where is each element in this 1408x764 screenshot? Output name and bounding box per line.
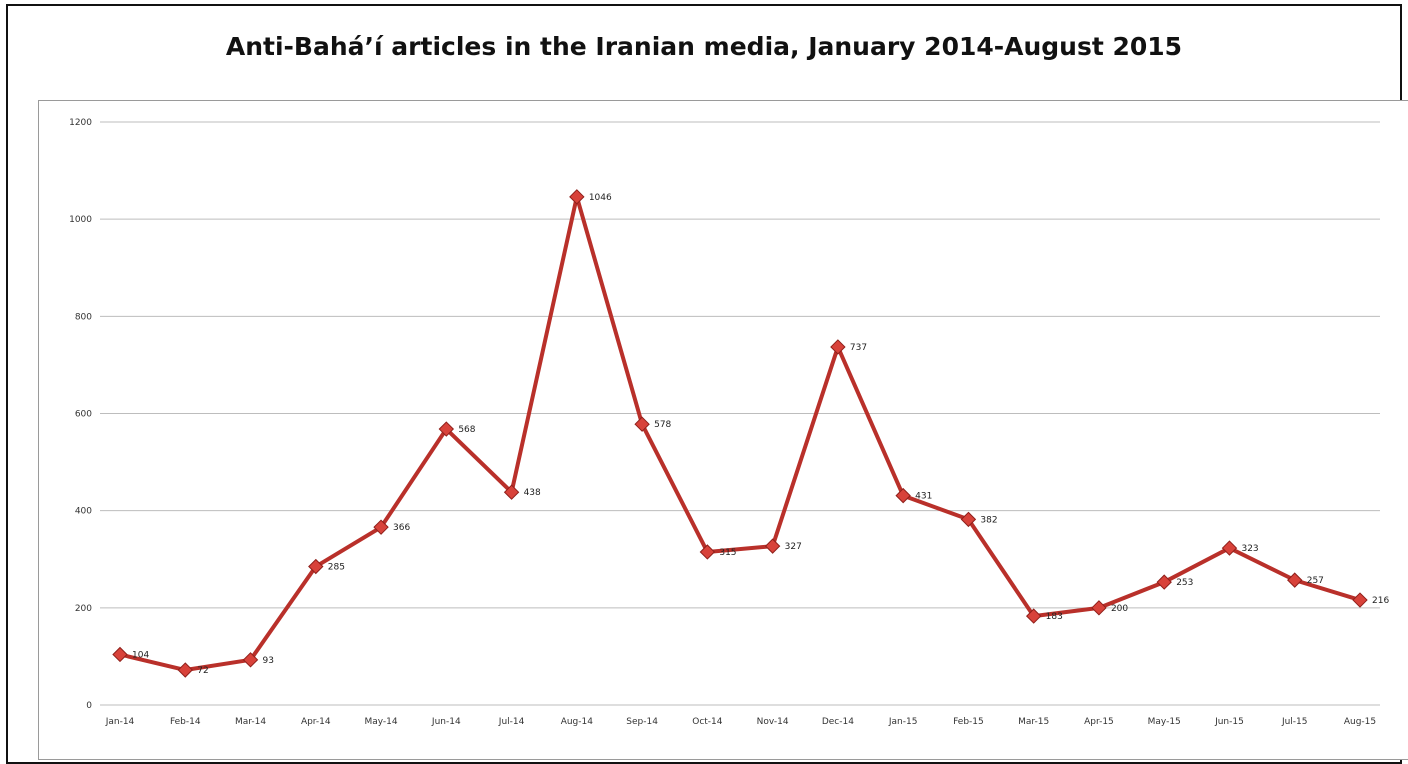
data-label: 216 — [1372, 596, 1389, 606]
x-tick-label: Oct-14 — [692, 717, 723, 727]
data-point-marker — [438, 421, 455, 437]
data-label: 257 — [1307, 576, 1324, 586]
data-label: 568 — [458, 425, 475, 435]
data-label: 382 — [980, 515, 997, 525]
data-point-marker — [242, 652, 259, 668]
data-label: 323 — [1241, 544, 1258, 554]
x-tick-label: May-15 — [1148, 717, 1181, 727]
figure-frame: Anti-Bahá’í articles in the Iranian medi… — [6, 4, 1408, 764]
x-tick-label: Mar-14 — [235, 717, 266, 727]
data-label: 327 — [785, 542, 802, 552]
x-tick-label: Jun-14 — [431, 717, 461, 727]
data-point-marker — [1025, 608, 1042, 624]
x-tick-label: Apr-14 — [301, 717, 331, 727]
x-axis-ticks: Jan-14 Feb-14 Mar-14 Apr-14 May-14 Jun-14 Jul-… — [105, 717, 1376, 727]
data-label: 366 — [393, 523, 410, 533]
data-point-marker — [373, 519, 389, 535]
data-label: 578 — [654, 420, 671, 430]
data-label: 183 — [1046, 612, 1063, 622]
x-tick-label: Aug-14 — [561, 717, 594, 727]
data-point-marker — [1221, 540, 1238, 556]
data-point-marker — [569, 189, 585, 205]
chart-title: Anti-Bahá’í articles in the Iranian medi… — [225, 32, 1183, 61]
data-point-marker — [1287, 572, 1303, 588]
data-point-marker — [1091, 600, 1107, 616]
x-tick-label: Jul-14 — [498, 717, 525, 727]
data-point-marker — [177, 662, 193, 678]
data-label: 737 — [850, 343, 867, 353]
x-tick-label: Jan-14 — [105, 717, 135, 727]
series-group — [112, 189, 1368, 678]
x-tick-label: Sep-14 — [626, 717, 658, 727]
x-tick-label: Feb-14 — [170, 717, 201, 727]
data-label: 1046 — [589, 193, 612, 203]
data-label: 438 — [524, 488, 541, 498]
data-point-marker — [1352, 592, 1368, 608]
x-tick-label: Jun-15 — [1214, 717, 1244, 727]
x-tick-label: Nov-14 — [757, 717, 789, 727]
y-tick-label: 400 — [75, 507, 92, 517]
y-tick-label: 1000 — [69, 215, 92, 225]
data-label: 285 — [328, 563, 345, 573]
x-tick-label: Aug-15 — [1344, 717, 1376, 727]
x-tick-label: May-14 — [364, 717, 397, 727]
data-point-marker — [830, 339, 846, 355]
data-label: 93 — [263, 656, 274, 666]
series-line — [118, 194, 1362, 673]
data-labels: 104 72 93 285 366 568 438 1046 578 315 327 737 431 38… — [132, 193, 1389, 676]
data-point-marker — [308, 558, 324, 575]
data-point-marker — [112, 646, 128, 663]
data-label: 72 — [197, 666, 208, 676]
data-label: 431 — [915, 492, 932, 502]
y-tick-label: 200 — [75, 604, 92, 614]
data-point-marker — [699, 544, 716, 560]
data-point-marker — [1156, 574, 1172, 590]
y-tick-label: 600 — [75, 410, 92, 420]
data-point-marker — [503, 484, 520, 500]
data-point-marker — [634, 416, 650, 432]
x-tick-label: Jan-15 — [888, 717, 918, 727]
x-tick-label: Mar-15 — [1018, 717, 1049, 727]
y-tick-label: 1200 — [69, 118, 92, 128]
x-tick-label: Jul-15 — [1281, 717, 1308, 727]
gridlines — [100, 121, 1380, 706]
data-label: 253 — [1176, 578, 1193, 588]
y-tick-label: 800 — [75, 312, 92, 322]
x-tick-label: Apr-15 — [1084, 717, 1114, 727]
data-point-marker — [960, 511, 977, 528]
x-tick-label: Feb-15 — [953, 717, 984, 727]
data-label: 200 — [1111, 604, 1128, 614]
data-point-marker — [895, 487, 911, 504]
data-point-marker — [764, 538, 781, 554]
y-tick-label: 0 — [86, 701, 92, 711]
data-label: 104 — [132, 650, 149, 660]
plot-area — [38, 100, 1408, 760]
x-tick-label: Dec-14 — [822, 717, 854, 727]
line-chart: 0 200 400 600 800 1000 1200 Jan-14 Feb-14 Mar-14… — [69, 118, 1389, 727]
y-axis-ticks: 0 200 400 600 800 1000 1200 — [69, 118, 92, 711]
data-label: 315 — [719, 548, 736, 558]
